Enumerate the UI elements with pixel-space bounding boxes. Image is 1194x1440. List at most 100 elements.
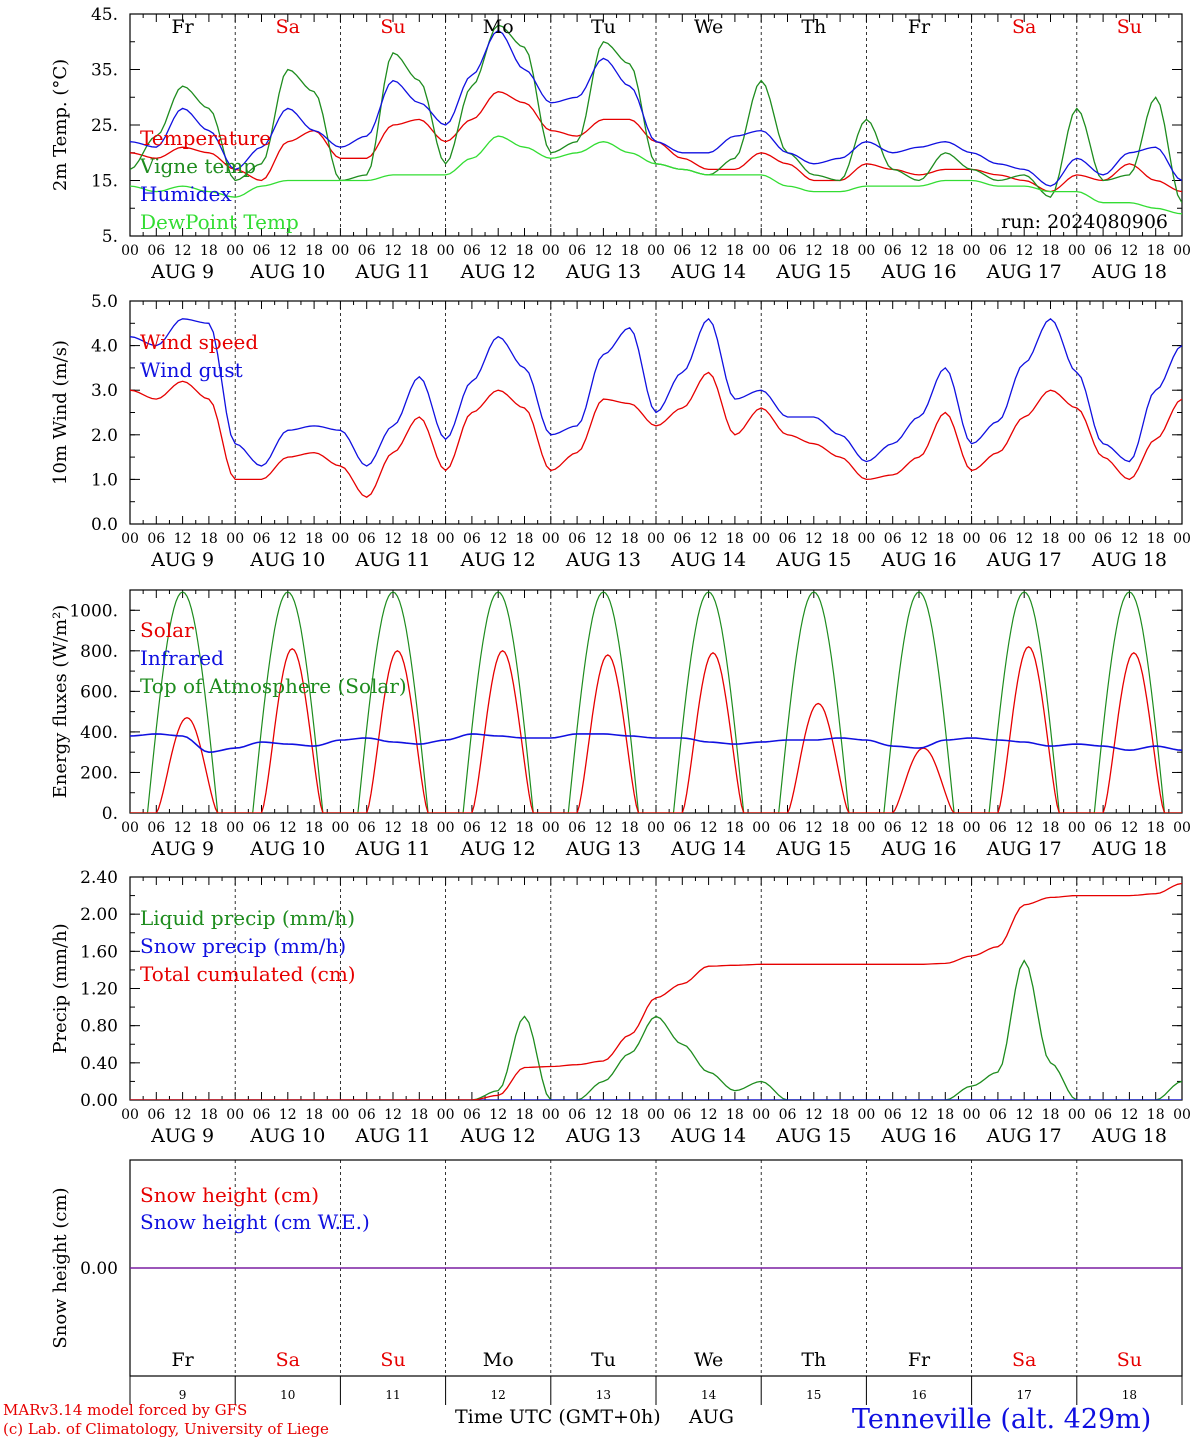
date-tick-label: AUG 14 (670, 549, 746, 571)
hour-tick-label: 18 (1147, 1107, 1165, 1123)
series-line-humidex (130, 29, 1182, 187)
hour-tick-label: 00 (647, 820, 665, 836)
date-tick-label: AUG 11 (354, 549, 430, 571)
hour-tick-label: 00 (752, 820, 770, 836)
hour-tick-label: 18 (1042, 243, 1060, 259)
hour-tick-label: 00 (647, 1107, 665, 1123)
hour-tick-label: 18 (516, 1107, 534, 1123)
day-name-label: Sa (1012, 16, 1036, 38)
legend-entry: Total cumulated (cm) (140, 962, 356, 986)
y-axis-label: Precip (mm/h) (50, 923, 71, 1053)
day-name-label: Mo (483, 16, 514, 38)
date-tick-label: AUG 9 (150, 838, 214, 860)
hour-tick-label: 12 (384, 531, 402, 547)
hour-tick-label: 06 (253, 243, 271, 259)
date-number-label: 18 (1122, 1388, 1137, 1402)
hour-tick-label: 18 (410, 243, 428, 259)
date-tick-label: AUG 15 (775, 549, 851, 571)
hour-tick-label: 00 (542, 820, 560, 836)
hour-tick-label: 00 (963, 531, 981, 547)
hour-tick-label: 00 (752, 243, 770, 259)
legend-entry: Solar (140, 618, 194, 642)
date-tick-label: AUG 9 (150, 261, 214, 283)
panel-5: 0.00 Snow height (cm) Fr 9 Sa 10 Su 11 Mo 12 Tu 13 W… (50, 1159, 1183, 1405)
hour-tick-label: 12 (594, 243, 612, 259)
hour-tick-label: 06 (253, 1107, 271, 1123)
date-number-label: 15 (806, 1388, 821, 1402)
footer-model: MARv3.14 model forced by GFS (3, 1401, 247, 1419)
hour-tick-label: 06 (1094, 1107, 1112, 1123)
hour-tick-label: 12 (700, 820, 718, 836)
date-tick-label: AUG 15 (775, 838, 851, 860)
date-number-label: 10 (280, 1388, 295, 1402)
hour-tick-label: 18 (621, 820, 639, 836)
hour-tick-label: 00 (647, 531, 665, 547)
hour-tick-label: 00 (963, 820, 981, 836)
date-tick-label: AUG 18 (1091, 838, 1167, 860)
hour-tick-label: 18 (1147, 531, 1165, 547)
hour-tick-label: 18 (726, 531, 744, 547)
date-tick-label: AUG 16 (880, 261, 956, 283)
day-name-label: Fr (908, 1349, 931, 1371)
y-tick-label: 1.0 (91, 470, 118, 490)
hour-tick-label: 18 (831, 531, 849, 547)
hour-tick-label: 06 (1094, 243, 1112, 259)
date-number-label: 17 (1017, 1388, 1032, 1402)
day-name-label: Su (1117, 1349, 1142, 1371)
hour-tick-label: 12 (1015, 531, 1033, 547)
y-tick-label: 200. (80, 763, 118, 783)
legend-entry: Snow precip (mm/h) (140, 934, 346, 958)
panel-1: 00 06 12 18 00 06 12 18 00 06 12 18 00 06 12 18 00 06 12 18… (50, 5, 1191, 283)
hour-tick-label: 18 (200, 531, 218, 547)
hour-tick-label: 00 (1068, 243, 1086, 259)
day-name-label: Th (801, 1349, 826, 1371)
hour-tick-label: 00 (437, 820, 455, 836)
hour-tick-label: 00 (1068, 820, 1086, 836)
date-number-label: 14 (701, 1388, 717, 1402)
hour-tick-label: 06 (989, 531, 1007, 547)
run-label: run: 2024080906 (1001, 211, 1168, 233)
hour-tick-label: 06 (253, 531, 271, 547)
hour-tick-label: 12 (594, 531, 612, 547)
hour-tick-label: 06 (463, 1107, 481, 1123)
hour-tick-label: 00 (121, 820, 139, 836)
legend-entry: Snow height (cm W.E.) (140, 1210, 370, 1234)
date-tick-label: AUG 13 (565, 261, 641, 283)
day-name-label: We (694, 16, 723, 38)
hour-tick-label: 12 (489, 820, 507, 836)
day-name-label: We (694, 1349, 723, 1371)
y-axis-label: 10m Wind (m/s) (50, 340, 71, 485)
hour-tick-label: 00 (121, 243, 139, 259)
hour-tick-label: 06 (779, 820, 797, 836)
series-group (130, 591, 1182, 813)
hour-tick-label: 06 (779, 243, 797, 259)
day-name-label: Sa (276, 1349, 300, 1371)
hour-tick-label: 00 (752, 531, 770, 547)
series-line-toa-solar (130, 591, 1182, 813)
hour-tick-label: 00 (1068, 1107, 1086, 1123)
y-tick-label: 0. (102, 804, 118, 824)
hour-tick-label: 00 (963, 1107, 981, 1123)
hour-tick-label: 06 (673, 820, 691, 836)
legend-entry: Liquid precip (mm/h) (140, 906, 355, 930)
hour-tick-label: 06 (147, 1107, 165, 1123)
day-name-label: Su (380, 16, 405, 38)
date-tick-label: AUG 9 (150, 549, 214, 571)
hour-tick-label: 06 (1094, 531, 1112, 547)
hour-tick-label: 18 (936, 820, 954, 836)
hour-tick-label: 00 (437, 1107, 455, 1123)
hour-tick-label: 18 (200, 820, 218, 836)
hour-tick-label: 00 (226, 531, 244, 547)
hour-tick-label: 00 (226, 243, 244, 259)
date-tick-label: AUG 14 (670, 261, 746, 283)
hour-tick-label: 00 (542, 243, 560, 259)
date-tick-label: AUG 17 (986, 261, 1062, 283)
y-axis-label: 2m Temp. (°C) (50, 59, 71, 191)
x-axis-title: Time UTC (GMT+0h) (455, 1406, 661, 1428)
hour-tick-label: 18 (410, 820, 428, 836)
hour-tick-label: 00 (857, 531, 875, 547)
hour-tick-label: 00 (963, 243, 981, 259)
y-tick-label: 35. (91, 61, 118, 81)
date-tick-label: AUG 18 (1091, 549, 1167, 571)
hour-tick-label: 00 (542, 531, 560, 547)
